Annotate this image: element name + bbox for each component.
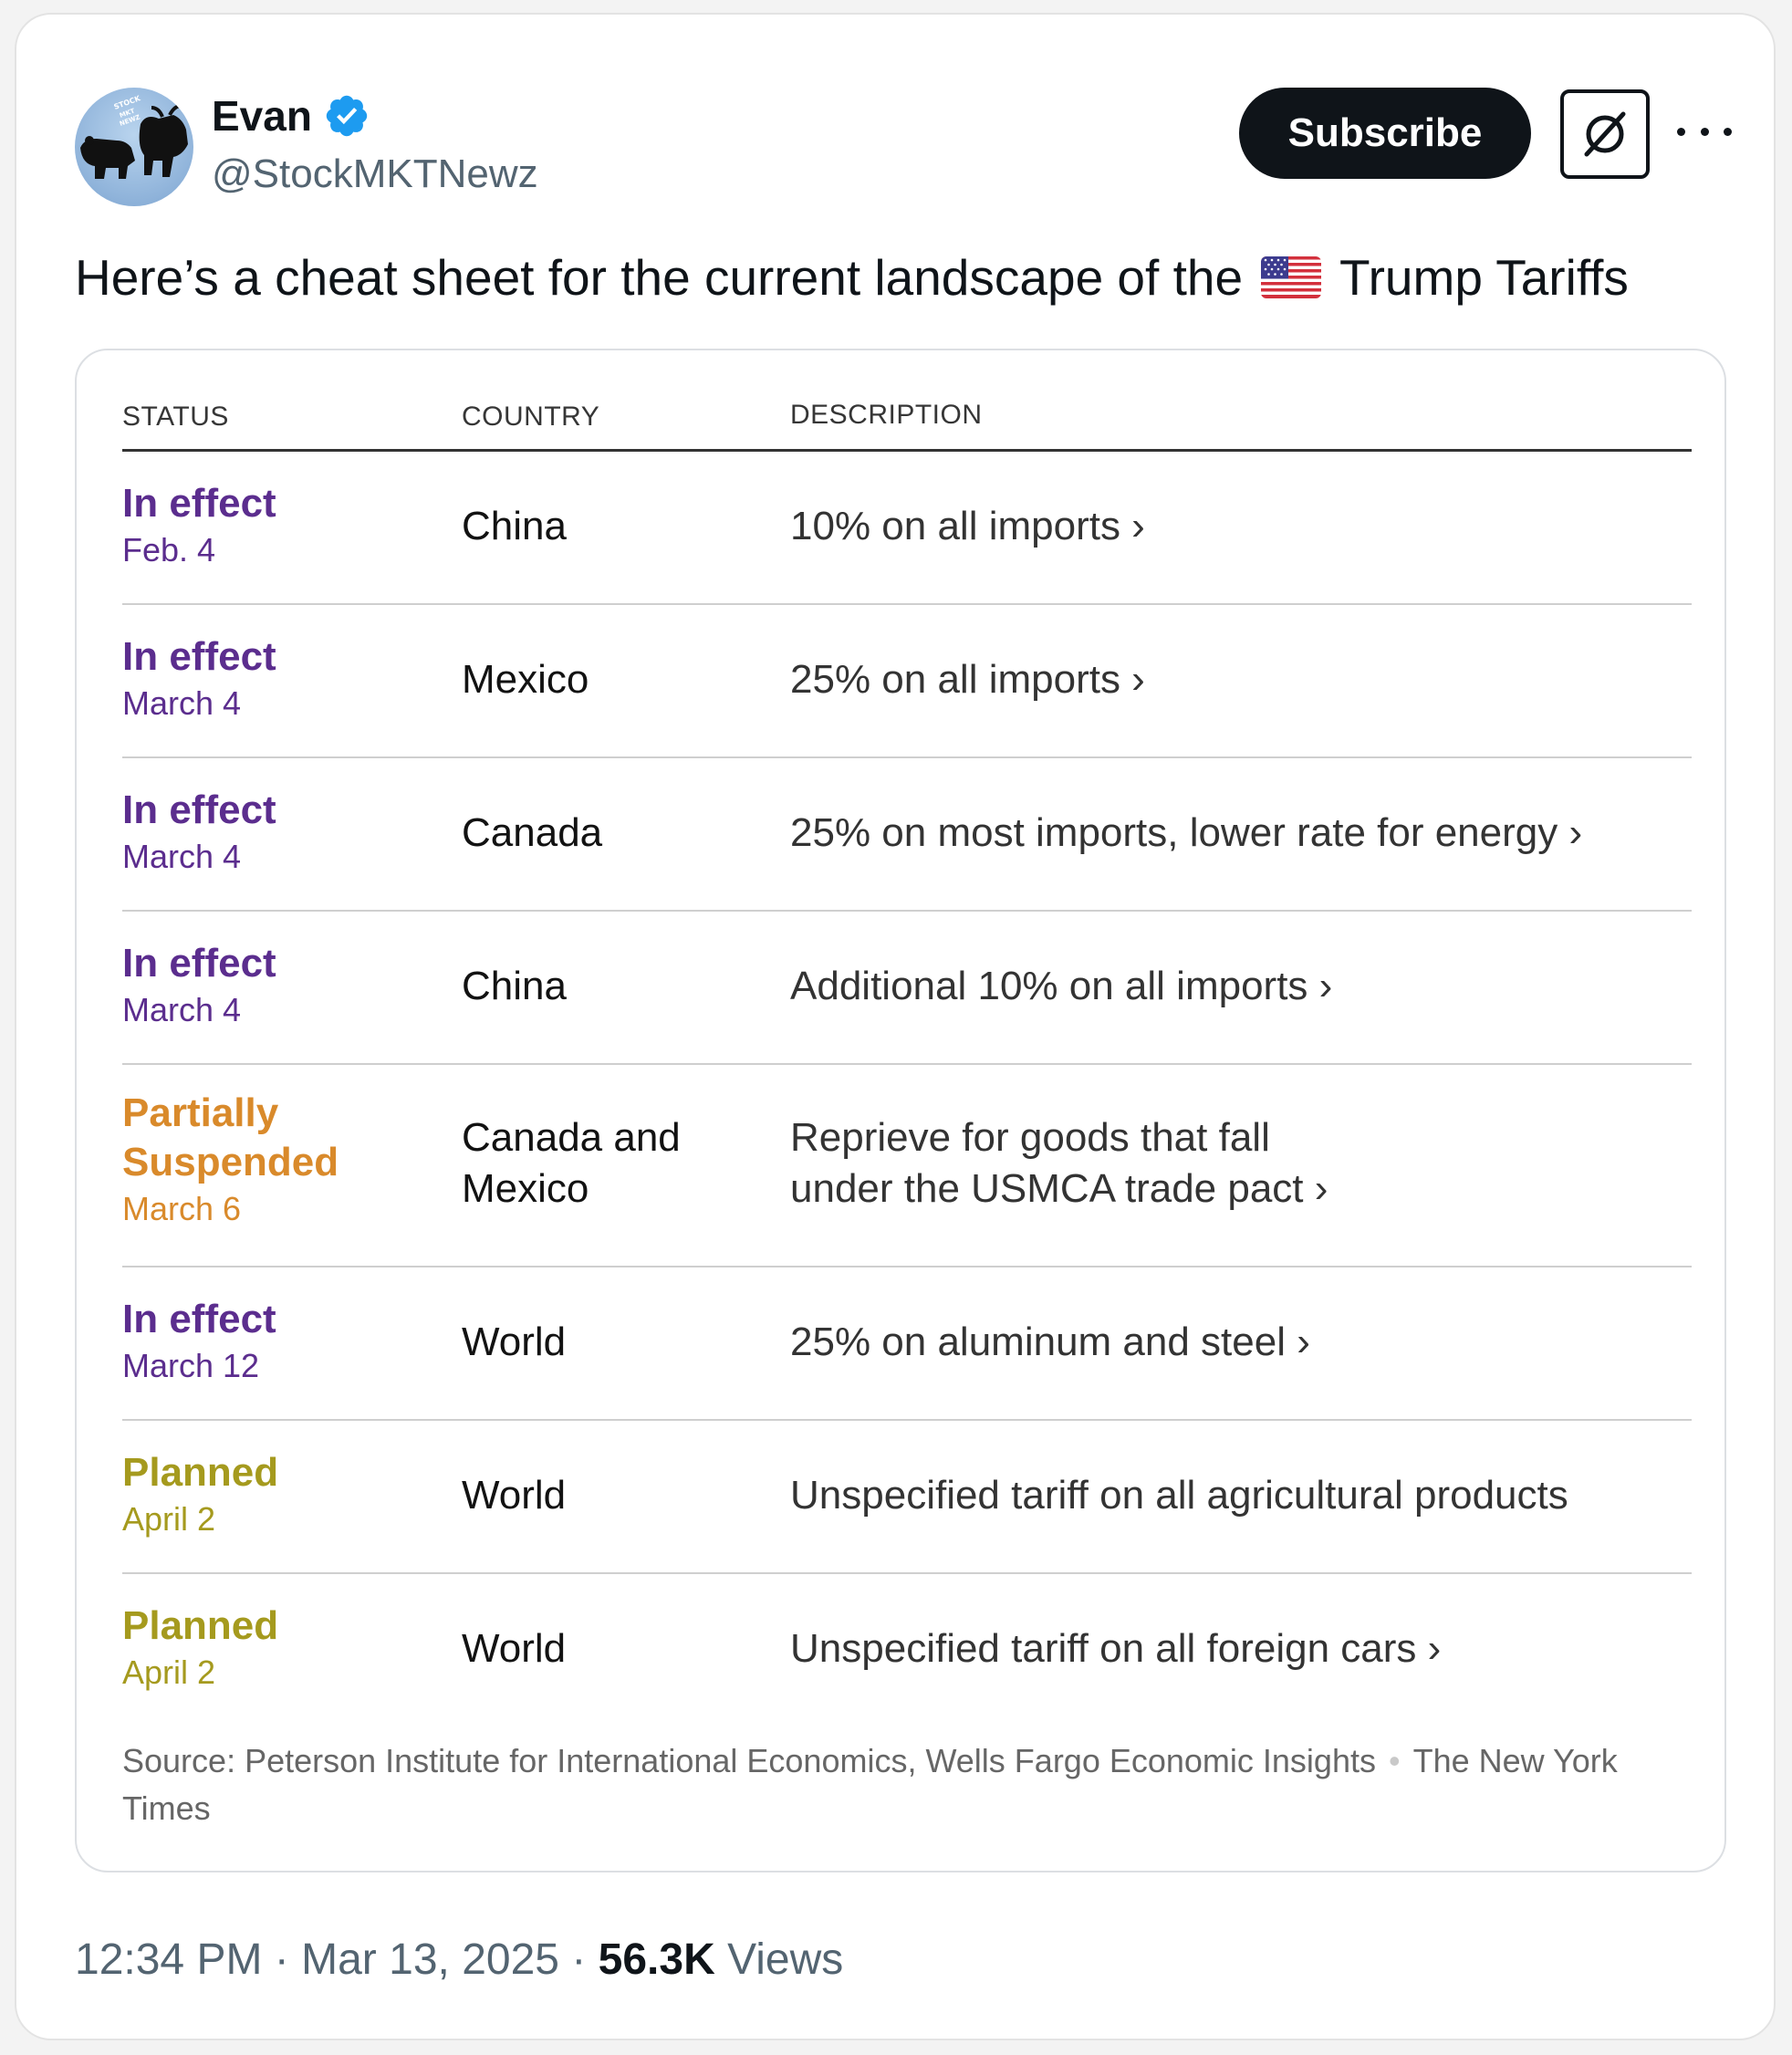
grok-icon (1584, 111, 1626, 157)
grok-button[interactable] (1560, 89, 1650, 179)
more-dot (1677, 127, 1685, 136)
tariff-table: STATUS COUNTRY DESCRIPTION In effect Feb.… (122, 350, 1692, 1726)
tweet-image[interactable]: STATUS COUNTRY DESCRIPTION In effect Feb.… (75, 349, 1726, 1872)
table-row: Partially Suspended March 6 Canada and Mex… (122, 1065, 1692, 1267)
table-row: Planned April 2 World Unspecified tariff on… (122, 1421, 1692, 1574)
views-count: 56.3K (598, 1935, 715, 1984)
tweet-time[interactable]: 12:34 PM (75, 1935, 263, 1984)
verified-badge-icon (326, 95, 368, 137)
status-cell: In effect March 4 (122, 786, 276, 879)
description-link[interactable]: 10% on all imports › (790, 504, 1145, 548)
tweet-date[interactable]: Mar 13, 2025 (301, 1935, 559, 1984)
description-link[interactable]: 25% on all imports › (790, 657, 1145, 702)
tweet-text-before: Here’s a cheat sheet for the current lan… (75, 249, 1244, 306)
status-cell: In effect March 4 (122, 939, 276, 1032)
author-name[interactable]: Evan (212, 92, 312, 140)
status-date: March 12 (122, 1347, 260, 1384)
more-dot (1724, 127, 1732, 136)
status-label: Planned (122, 1450, 279, 1495)
header-country: COUNTRY (462, 402, 600, 432)
country-cell: Canada (462, 810, 603, 855)
table-row: In effect March 12 World 25% on aluminum an… (122, 1267, 1692, 1421)
status-date: March 4 (122, 991, 242, 1028)
header-description: DESCRIPTION (790, 400, 983, 430)
tweet-card: STOCK MKT NEWZ Evan @StockMKTNewz Subscr… (15, 13, 1776, 2040)
source-note: Source: Peterson Institute for Internati… (122, 1737, 1692, 1832)
source-text: Source: Peterson Institute for Internati… (122, 1742, 1376, 1779)
status-label: Partially Suspended (122, 1090, 339, 1184)
country-cell: World (462, 1626, 567, 1671)
status-cell: Partially Suspended March 6 (122, 1089, 359, 1231)
more-options-button[interactable] (1677, 113, 1732, 150)
avatar[interactable]: STOCK MKT NEWZ (75, 88, 193, 206)
status-label: Planned (122, 1603, 279, 1648)
subscribe-button[interactable]: Subscribe (1239, 88, 1531, 179)
country-cell: Mexico (462, 657, 589, 702)
author-name-row[interactable]: Evan (212, 91, 370, 141)
status-date: March 6 (122, 1190, 242, 1227)
more-dot (1700, 127, 1709, 136)
us-flag-icon (1261, 256, 1322, 298)
views-label: Views (727, 1935, 844, 1984)
status-cell: In effect March 12 (122, 1295, 276, 1388)
description-link[interactable]: 25% on most imports, lower rate for ener… (790, 810, 1583, 855)
author-handle[interactable]: @StockMKTNewz (212, 151, 538, 196)
bull-bear-logo: STOCK MKT NEWZ (80, 94, 188, 179)
status-date: April 2 (122, 1653, 216, 1691)
meta-separator: · (274, 1935, 289, 1984)
country-cell: China (462, 964, 567, 1008)
country-cell: Canada and Mexico (462, 1115, 681, 1211)
description-link: Unspecified tariff on all agricultural p… (790, 1473, 1568, 1518)
status-date: April 2 (122, 1500, 216, 1538)
meta-separator: · (571, 1935, 587, 1984)
country-cell: World (462, 1320, 567, 1364)
country-cell: World (462, 1473, 567, 1518)
description-link[interactable]: Unspecified tariff on all foreign cars › (790, 1626, 1442, 1671)
status-cell: In effect Feb. 4 (122, 479, 276, 572)
table-row: In effect March 4 China Additional 10% on a… (122, 912, 1692, 1065)
table-header: STATUS COUNTRY DESCRIPTION (122, 350, 1692, 452)
source-dot: • (1388, 1742, 1401, 1779)
tweet-text: Here’s a cheat sheet for the current lan… (75, 248, 1629, 307)
source-publisher: The New York Times (122, 1742, 1618, 1827)
status-label: In effect (122, 634, 276, 679)
description-link[interactable]: Reprieve for goods that fall under the U… (790, 1115, 1328, 1211)
description-link[interactable]: Additional 10% on all imports › (790, 964, 1333, 1008)
status-cell: Planned April 2 (122, 1448, 278, 1541)
country-cell: China (462, 504, 567, 548)
status-cell: In effect March 4 (122, 632, 276, 725)
header-status: STATUS (122, 402, 229, 432)
status-date: March 4 (122, 684, 242, 722)
table-row: In effect March 4 Canada 25% on most import… (122, 758, 1692, 912)
description-link[interactable]: 25% on aluminum and steel › (790, 1320, 1310, 1364)
status-date: March 4 (122, 838, 242, 875)
table-row: Planned April 2 World Unspecified tariff on… (122, 1574, 1692, 1726)
table-row: In effect March 4 Mexico 25% on all imports… (122, 605, 1692, 758)
status-label: In effect (122, 481, 276, 526)
status-cell: Planned April 2 (122, 1601, 278, 1695)
table-row: In effect Feb. 4 China 10% on all imports › (122, 452, 1692, 605)
status-label: In effect (122, 788, 276, 832)
status-date: Feb. 4 (122, 531, 216, 569)
status-label: In effect (122, 1297, 276, 1341)
status-label: In effect (122, 941, 276, 986)
table-body: In effect Feb. 4 China 10% on all imports ›… (122, 452, 1692, 1726)
tweet-meta: 12:34 PM · Mar 13, 2025 · 56.3K Views (75, 1935, 843, 1985)
tweet-text-after: Trump Tariffs (1339, 249, 1629, 306)
